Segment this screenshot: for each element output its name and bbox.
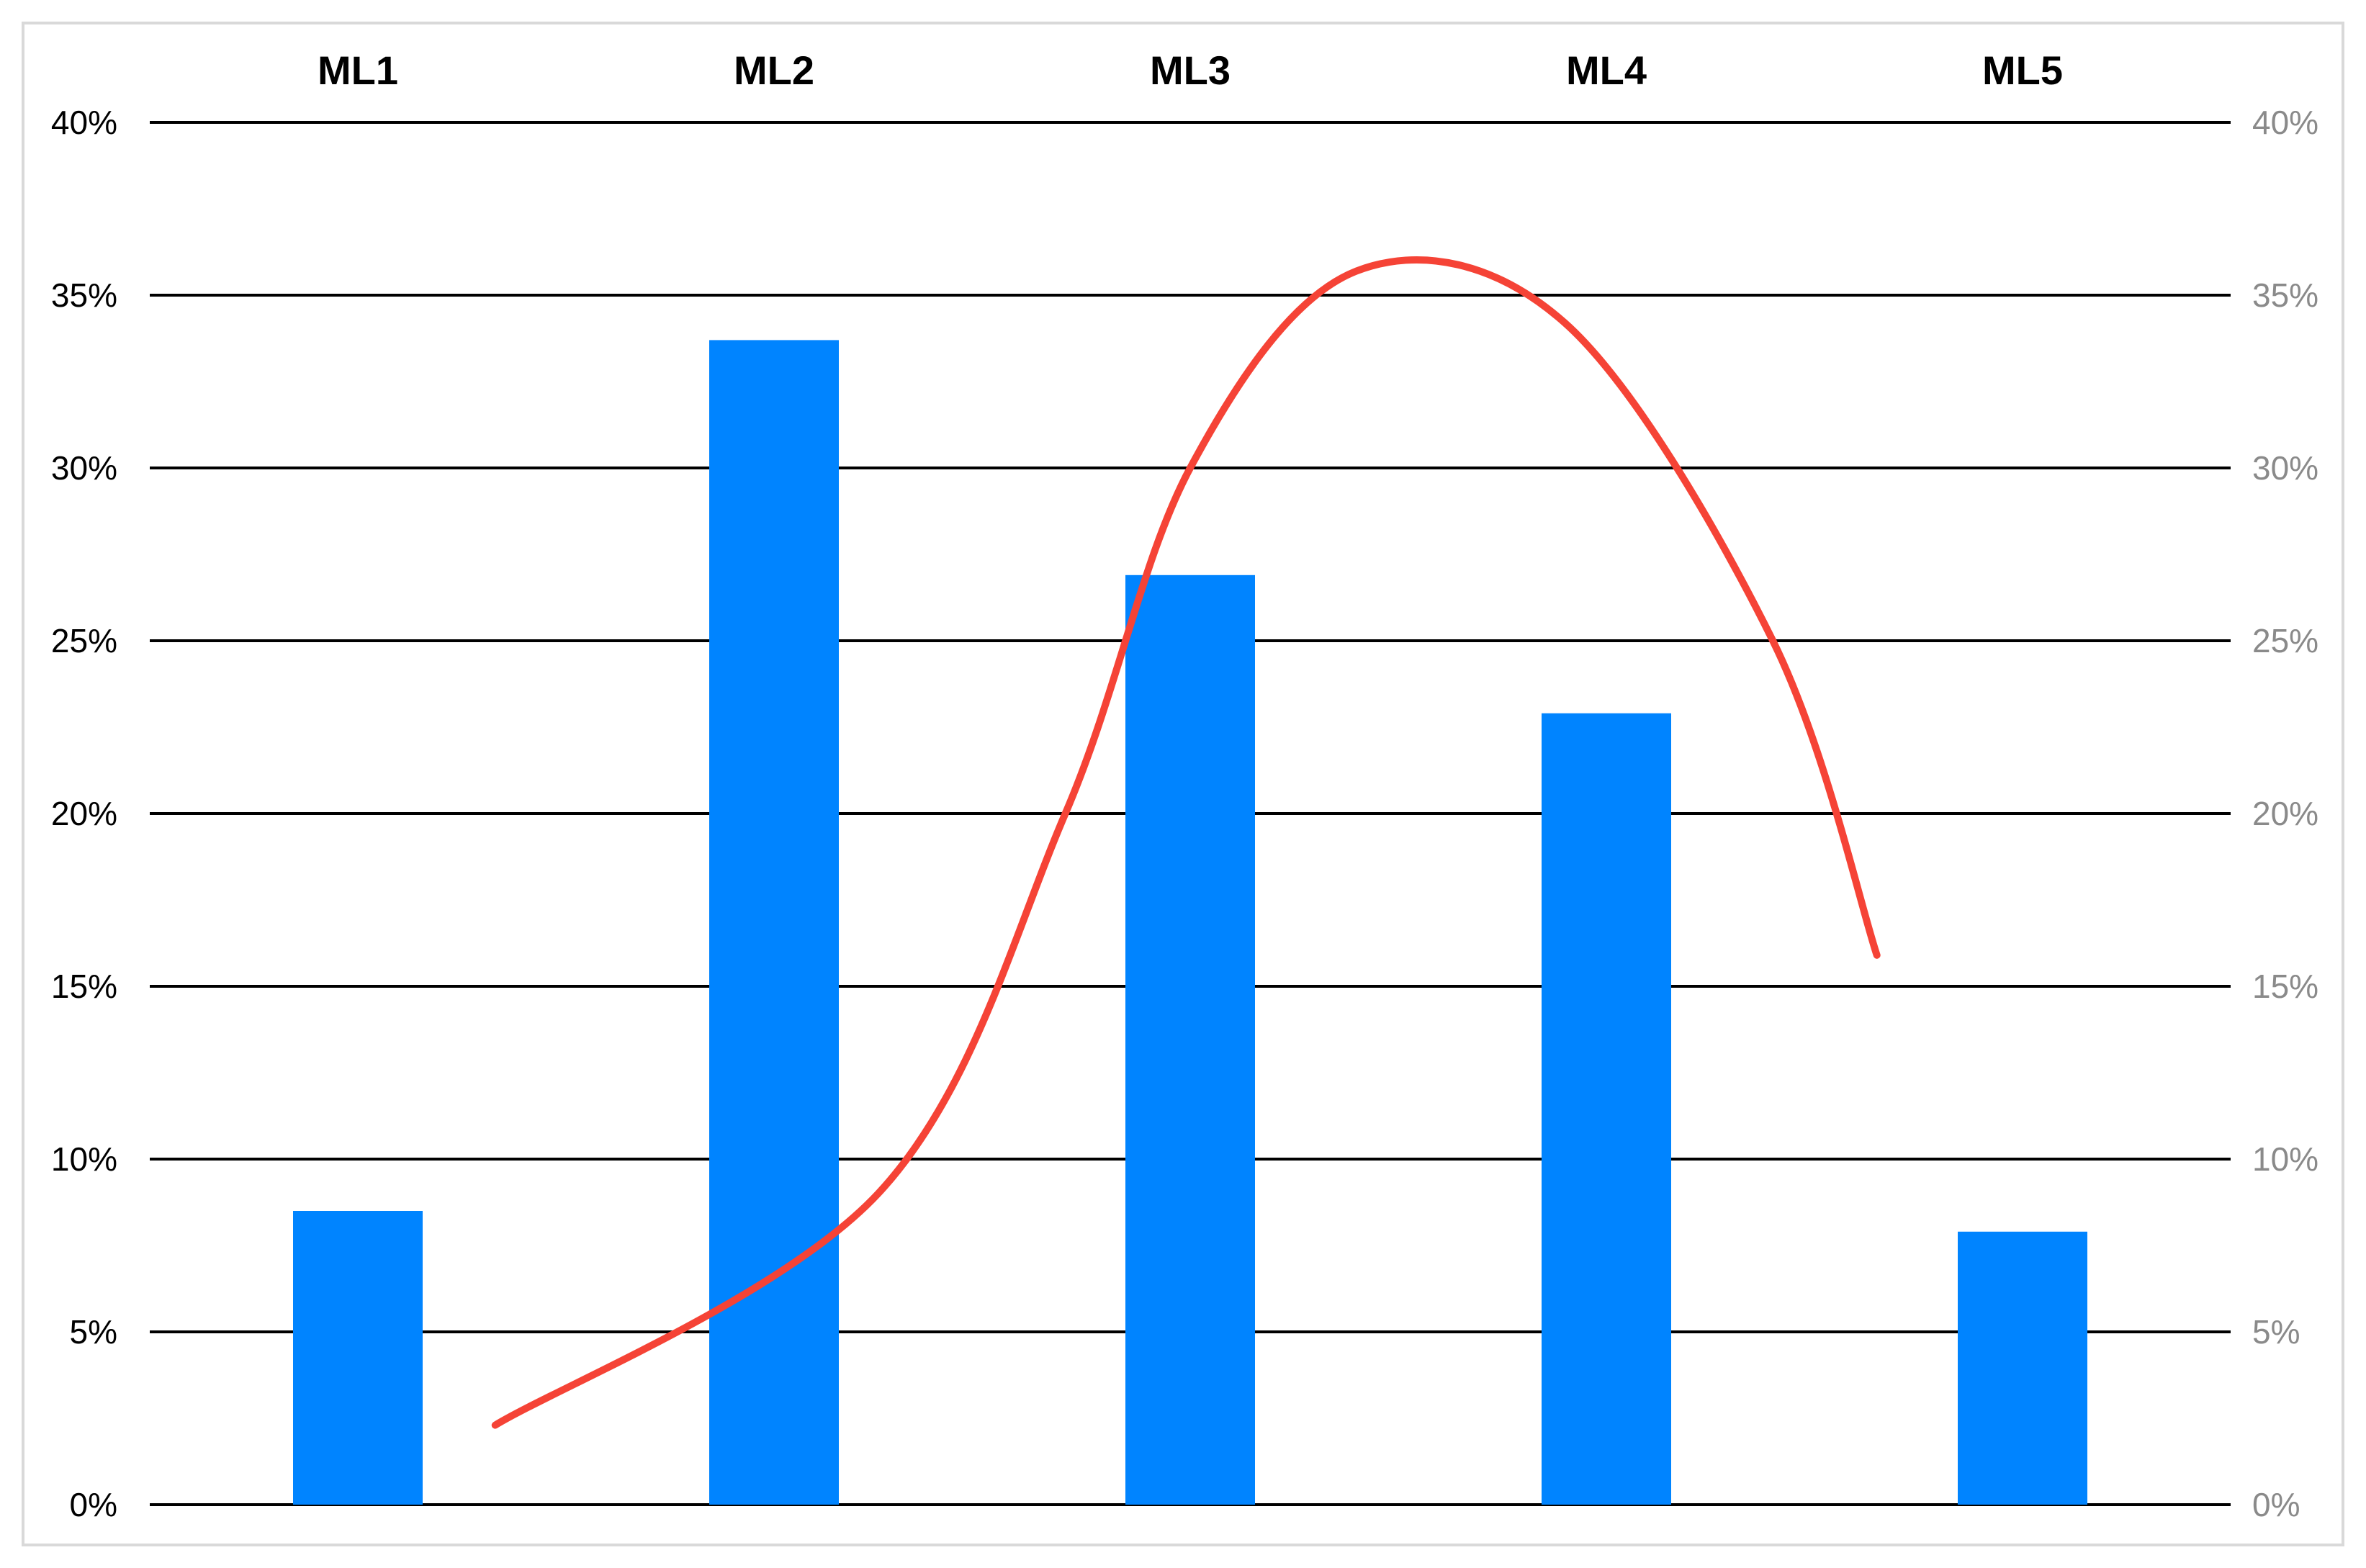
left-tick-label: 30% (51, 449, 117, 487)
bar-ml3 (1125, 575, 1255, 1505)
category-label-ml3: ML3 (1150, 48, 1231, 93)
trend-line (491, 256, 1881, 1429)
bar-series (293, 340, 2087, 1505)
left-tick-label: 0% (70, 1486, 117, 1523)
right-tick-label: 5% (2252, 1313, 2300, 1351)
left-tick-label: 10% (51, 1140, 117, 1178)
left-tick-label: 25% (51, 622, 117, 659)
category-label-ml1: ML1 (318, 48, 398, 93)
left-tick-label: 15% (51, 968, 117, 1005)
right-tick-label: 35% (2252, 276, 2318, 314)
right-tick-label: 25% (2252, 622, 2318, 659)
right-axis: 0% 5% 10% 15% 20% 25% 30% 35% 40% (2252, 104, 2318, 1523)
left-tick-label: 35% (51, 276, 117, 314)
category-label-ml2: ML2 (734, 48, 814, 93)
bar-ml5 (1958, 1231, 2087, 1505)
left-axis: 0% 5% 10% 15% 20% 25% 30% 35% 40% (51, 104, 117, 1523)
left-tick-label: 20% (51, 795, 117, 832)
left-tick-label: 40% (51, 104, 117, 141)
right-tick-label: 10% (2252, 1140, 2318, 1178)
category-axis: ML1 ML2 ML3 ML4 ML5 (318, 48, 2063, 93)
bar-ml2 (709, 340, 839, 1505)
right-tick-label: 0% (2252, 1486, 2300, 1523)
right-tick-label: 15% (2252, 968, 2318, 1005)
right-tick-label: 30% (2252, 449, 2318, 487)
right-tick-label: 20% (2252, 795, 2318, 832)
bar-ml4 (1542, 713, 1671, 1505)
bar-ml1 (293, 1211, 423, 1505)
line-series (491, 256, 1881, 1429)
category-label-ml4: ML4 (1566, 48, 1647, 93)
right-tick-label: 40% (2252, 104, 2318, 141)
left-tick-label: 5% (70, 1313, 117, 1351)
category-label-ml5: ML5 (1982, 48, 2063, 93)
